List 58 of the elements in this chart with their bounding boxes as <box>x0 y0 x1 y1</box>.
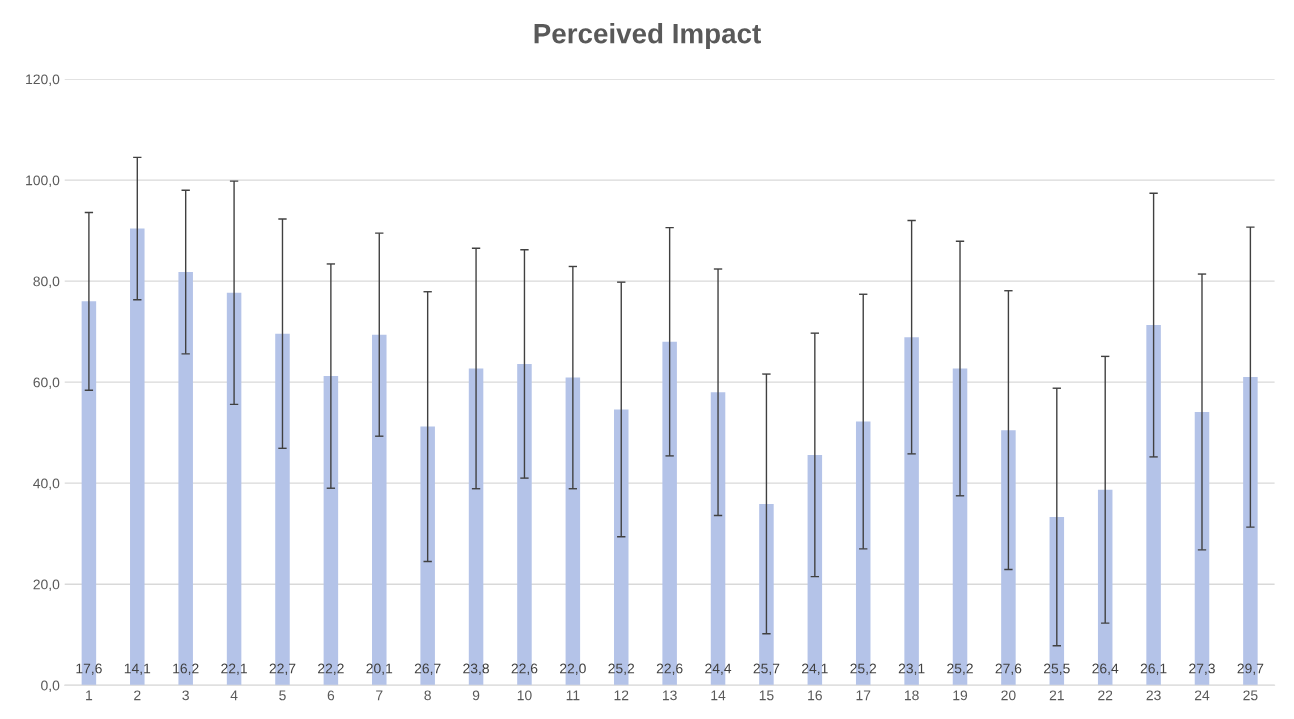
annotation: 17,6 <box>76 663 102 676</box>
annotation: 24,4 <box>705 663 732 676</box>
annotation: 24,1 <box>802 663 828 676</box>
x-tick-label: 9 <box>472 690 480 701</box>
annotation: 22,1 <box>221 663 247 676</box>
y-tick-label: 40,0 <box>33 478 60 490</box>
annotation: 25,5 <box>1043 663 1070 676</box>
annotation: 25,2 <box>608 663 635 676</box>
annotation: 22,0 <box>560 663 586 676</box>
x-tick-label: 25 <box>1243 690 1258 701</box>
y-tick-label: 100,0 <box>26 175 60 187</box>
annotation: 20,1 <box>366 663 393 676</box>
x-tick-label: 23 <box>1146 690 1161 701</box>
annotation: 14,1 <box>124 663 151 676</box>
annotation: 26,7 <box>414 663 441 676</box>
x-tick-label: 1 <box>86 690 93 701</box>
annotation: 25,2 <box>947 663 973 676</box>
x-tick-label: 24 <box>1194 690 1210 701</box>
x-tick-label: 5 <box>279 690 286 701</box>
x-tick-label: 21 <box>1049 690 1064 701</box>
annotation: 27,3 <box>1189 663 1215 676</box>
annotation: 23,8 <box>463 663 489 676</box>
y-tick-label: 120,0 <box>26 74 60 86</box>
annotation: 26,1 <box>1140 663 1167 676</box>
x-tick-label: 14 <box>711 690 726 701</box>
x-tick-label: 15 <box>759 690 774 701</box>
x-tick-label: 2 <box>134 690 141 701</box>
y-tick-label: 80,0 <box>33 276 60 288</box>
x-tick-label: 19 <box>953 690 968 701</box>
annotation: 23,1 <box>898 663 925 676</box>
annotation: 22,6 <box>656 663 683 676</box>
x-tick-label: 3 <box>182 690 189 701</box>
annotation: 22,7 <box>269 663 296 676</box>
x-tick-label: 22 <box>1098 690 1113 701</box>
x-tick-label: 4 <box>230 690 238 701</box>
x-tick-label: 10 <box>517 690 532 701</box>
annotation: 26,4 <box>1092 663 1119 676</box>
annotation: 22,2 <box>318 663 344 676</box>
x-tick-label: 12 <box>614 690 629 701</box>
annotation: 25,2 <box>850 663 877 676</box>
x-tick-label: 6 <box>327 690 335 701</box>
x-tick-label: 7 <box>376 690 383 701</box>
y-tick-label: 60,0 <box>33 377 60 389</box>
annotation: 29,7 <box>1237 663 1264 676</box>
x-tick-label: 8 <box>424 690 431 701</box>
x-tick-label: 17 <box>856 690 871 701</box>
annotation: 25,7 <box>753 663 780 676</box>
x-tick-label: 18 <box>904 690 919 701</box>
annotation: 16,2 <box>173 663 199 676</box>
y-tick-label: 20,0 <box>33 579 60 591</box>
x-tick-label: 11 <box>566 690 580 701</box>
chart-title: Perceived Impact <box>534 23 761 49</box>
annotation: 22,6 <box>511 663 538 676</box>
x-tick-label: 16 <box>808 690 822 701</box>
x-tick-label: 13 <box>662 690 677 701</box>
y-tick-label: 0,0 <box>41 680 60 693</box>
x-tick-label: 20 <box>1001 690 1016 701</box>
annotation: 27,6 <box>995 663 1022 676</box>
